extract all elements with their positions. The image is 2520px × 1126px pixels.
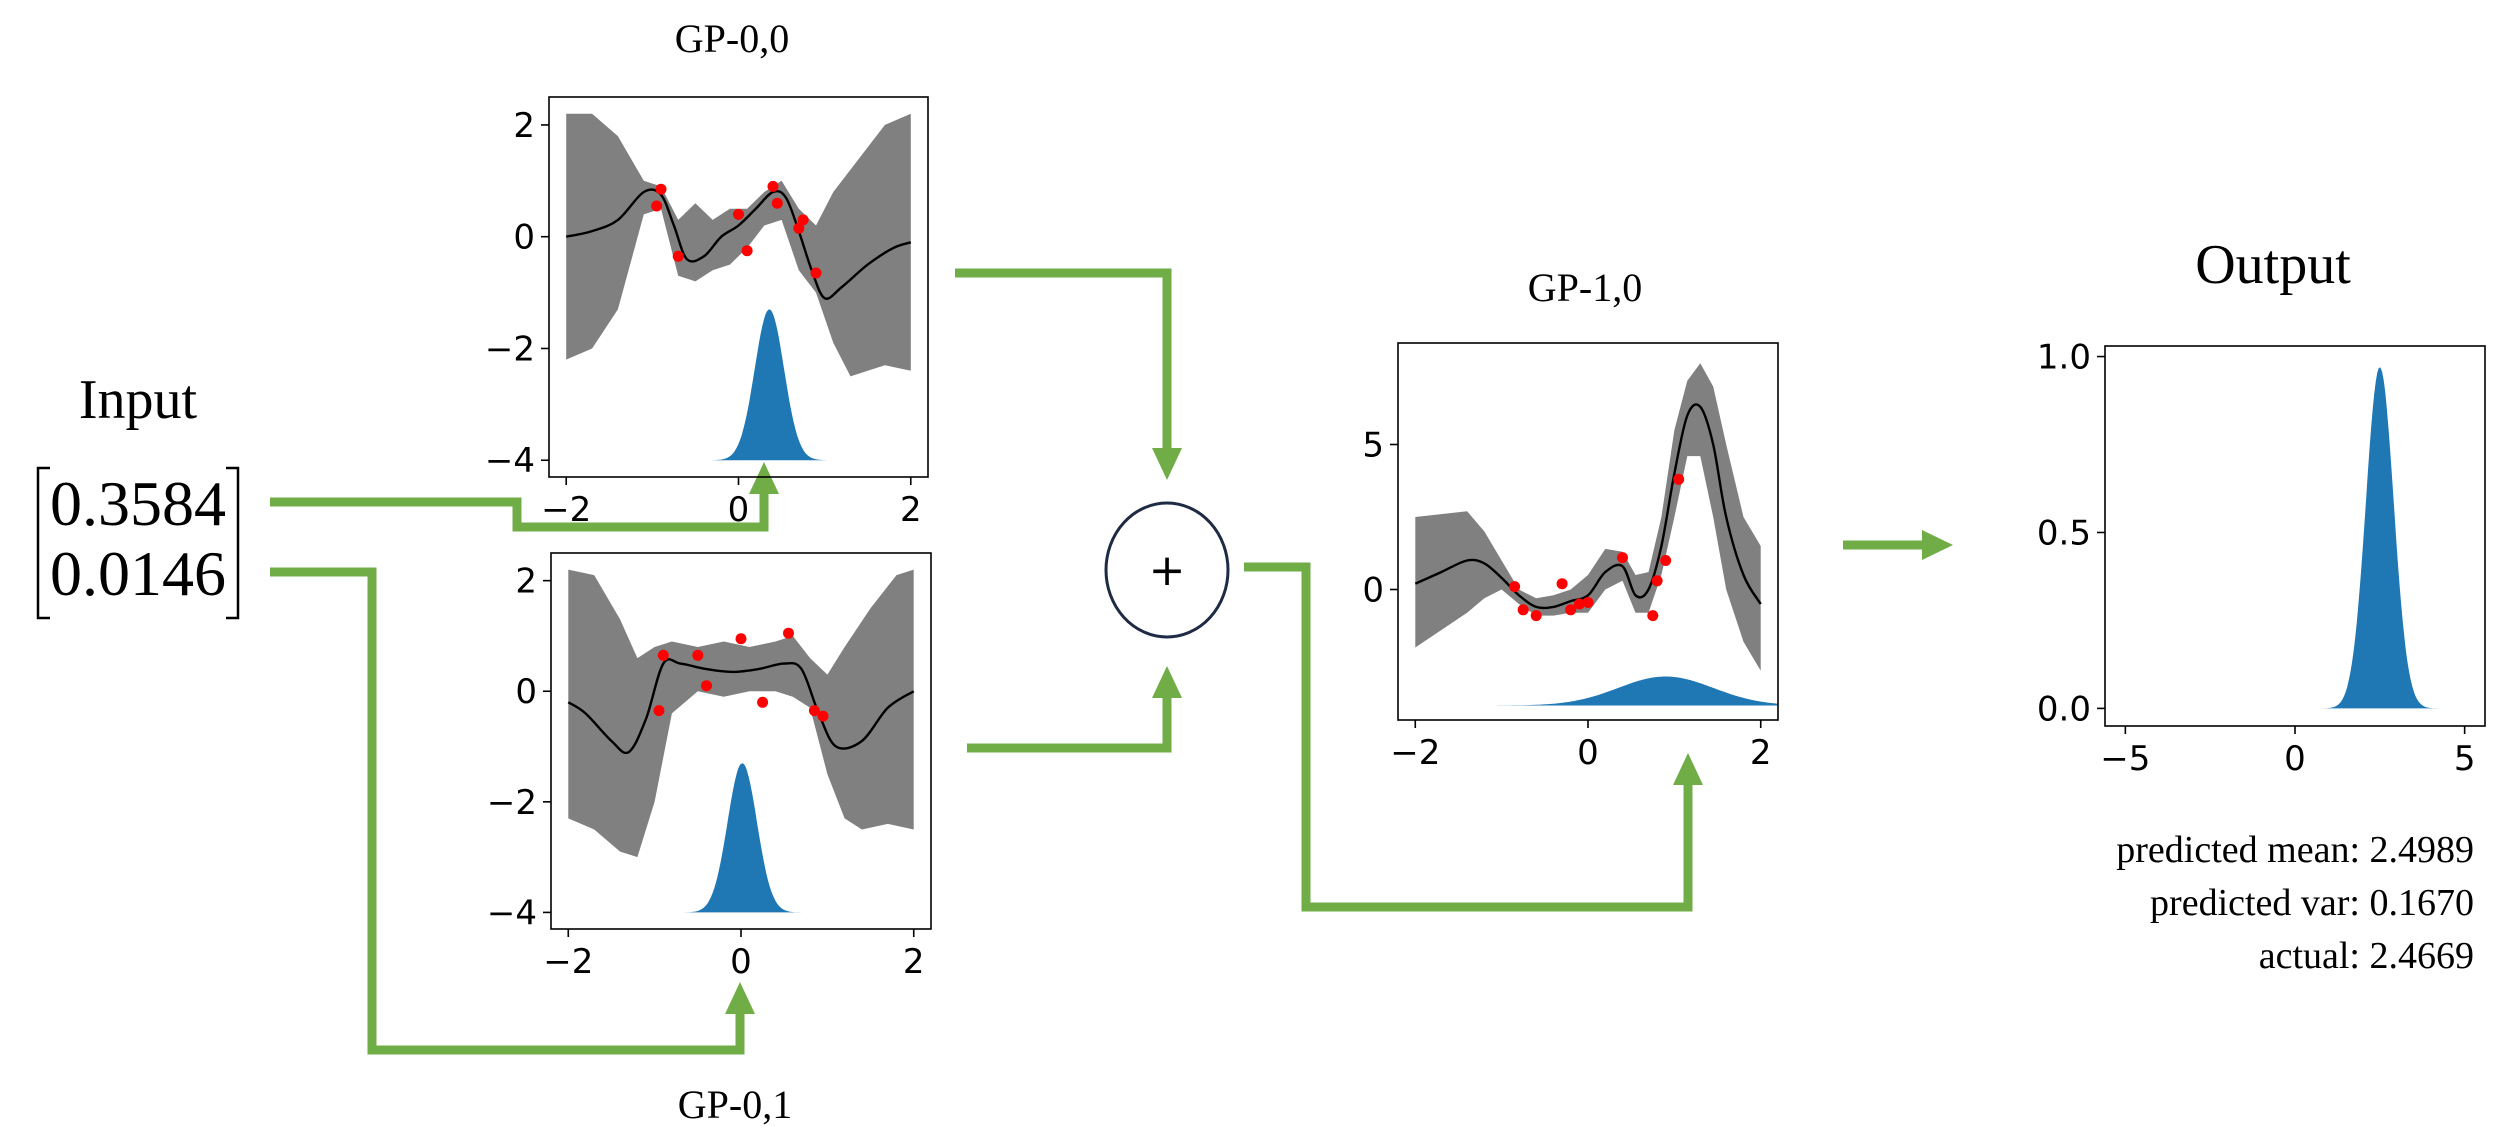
output-plot-area [2105, 367, 2485, 709]
gp01-data-point [783, 627, 794, 639]
gp01-plot: −2 0 220−2−4 [487, 552, 932, 982]
gp01-mean-line [567, 658, 915, 755]
gp00-data-point [655, 183, 667, 195]
output-title: Output [2195, 234, 2351, 296]
gp01-title: GP-0,1 [678, 1082, 792, 1126]
gp01-data-point [653, 705, 665, 717]
gp00-data-point [651, 200, 663, 212]
gp00-data-point [793, 222, 805, 234]
output-ytick-label: 0.5 [2037, 513, 2091, 553]
flow-arrows [270, 268, 1953, 1055]
gp01-ytick-label: 0 [515, 672, 537, 712]
gp10-data-point [1556, 578, 1568, 590]
arrow-input0-to-gp00 [270, 462, 779, 532]
gp00-data-point [771, 197, 783, 209]
gp00-data-point [733, 208, 744, 220]
gp01-xtick-label: 2 [903, 942, 925, 982]
gp01-data-point [735, 633, 747, 645]
gp10-mean-line [1414, 403, 1762, 610]
input-title: Input [79, 369, 198, 431]
gp10-density-curve [1398, 676, 1778, 706]
gp10-data-point [1660, 555, 1672, 566]
gp10-data-point [1509, 581, 1521, 593]
gp01-xtick-label: 0 [730, 942, 752, 982]
gp01-density-curve [551, 763, 931, 913]
input-value-x0: 0.3584 [50, 468, 226, 539]
gp00-ytick-label: −2 [485, 329, 535, 369]
gp00-xtick-label: 2 [900, 490, 922, 530]
gp10-data-point [1573, 598, 1585, 610]
gp01-data-point [817, 710, 829, 722]
input-block: Input 0.3584 0.0146 [36, 369, 240, 620]
gp01-data-point [757, 696, 769, 708]
gp01-ytick-label: −4 [487, 893, 537, 933]
arrow-sum-to-gp10 [1244, 562, 1703, 912]
gp10-data-point [1517, 604, 1529, 616]
output-plot: −5 0 5 1.0 0.5 0.0 [2037, 338, 2486, 779]
gp01-data-point [701, 680, 712, 692]
gp00-title: GP-0,0 [675, 16, 789, 61]
input-vector-brackets [36, 466, 240, 620]
gp00-data-point [741, 245, 753, 257]
gp01-data-point [808, 705, 820, 717]
gp10-data-point [1617, 552, 1628, 564]
actual-value-text: actual: 2.4669 [2259, 935, 2474, 977]
gp10-confidence-band [1415, 363, 1761, 671]
gp10-xtick-label: 0 [1577, 733, 1599, 773]
gp01-confidence-band [568, 569, 914, 858]
input-value-x1: 0.0146 [50, 538, 226, 609]
output-stats: predicted mean: 2.4989 predicted var: 0.… [2116, 829, 2474, 977]
arrow-input1-to-gp01 [270, 567, 755, 1055]
gp01-plot-area [551, 569, 931, 913]
gp00-ytick-label: −4 [485, 441, 535, 481]
sum-node: + [1104, 501, 1230, 639]
gp00-data-point [810, 267, 822, 279]
gp10-xtick-label: −2 [1390, 733, 1440, 773]
gp00-plot: −2 0 220−2−4 [485, 96, 929, 530]
gp00-data-point [672, 250, 684, 262]
output-ytick-label: 1.0 [2037, 338, 2091, 378]
gp01-data-point [657, 649, 669, 661]
gp10-plot-area [1398, 363, 1778, 706]
gp10-plot: −2 0 2 5 0 [1362, 342, 1779, 773]
output-density-curve [2105, 367, 2485, 709]
gp00-ytick-label: 2 [513, 106, 535, 146]
output-xtick-label: 5 [2454, 739, 2476, 779]
gp10-data-point [1565, 604, 1577, 616]
gp10-xtick-label: 2 [1750, 733, 1772, 773]
predicted-mean-text: predicted mean: 2.4989 [2116, 829, 2474, 871]
output-ytick-label: 0.0 [2037, 689, 2091, 729]
gp01-xtick-label: −2 [543, 942, 593, 982]
gp10-data-point [1651, 575, 1663, 587]
gp01-data-point [692, 649, 704, 661]
gp00-data-point [767, 180, 779, 192]
gp00-mean-line [565, 188, 912, 300]
gp10-ytick-label: 5 [1362, 426, 1384, 466]
predicted-var-text: predicted var: 0.1670 [2150, 882, 2474, 924]
arrow-gp01-to-sum [967, 666, 1182, 753]
gp00-xtick-label: −2 [541, 490, 591, 530]
sum-symbol: + [1149, 545, 1186, 596]
gp10-data-point [1530, 610, 1542, 622]
gp10-ytick-label: 0 [1362, 571, 1384, 611]
gp10-data-point [1582, 597, 1594, 608]
arrow-gp10-to-output [1843, 530, 1953, 560]
output-axes-frame [2104, 345, 2486, 727]
gp01-ytick-label: −2 [487, 783, 537, 823]
gp10-title: GP-1,0 [1528, 265, 1642, 310]
gp01-ytick-label: 2 [515, 562, 537, 602]
arrow-gp00-to-sum [955, 268, 1182, 480]
gp00-xtick-label: 0 [728, 490, 750, 530]
gp10-data-point [1647, 610, 1659, 622]
gp00-confidence-band [566, 113, 911, 377]
gp00-data-point [797, 214, 809, 226]
sum-circle [1104, 501, 1230, 639]
gp00-ytick-label: 0 [513, 218, 535, 258]
output-xtick-label: −5 [2100, 739, 2150, 779]
gp00-plot-area [549, 113, 928, 461]
output-xtick-label: 0 [2284, 739, 2306, 779]
gp10-data-point [1673, 473, 1685, 485]
